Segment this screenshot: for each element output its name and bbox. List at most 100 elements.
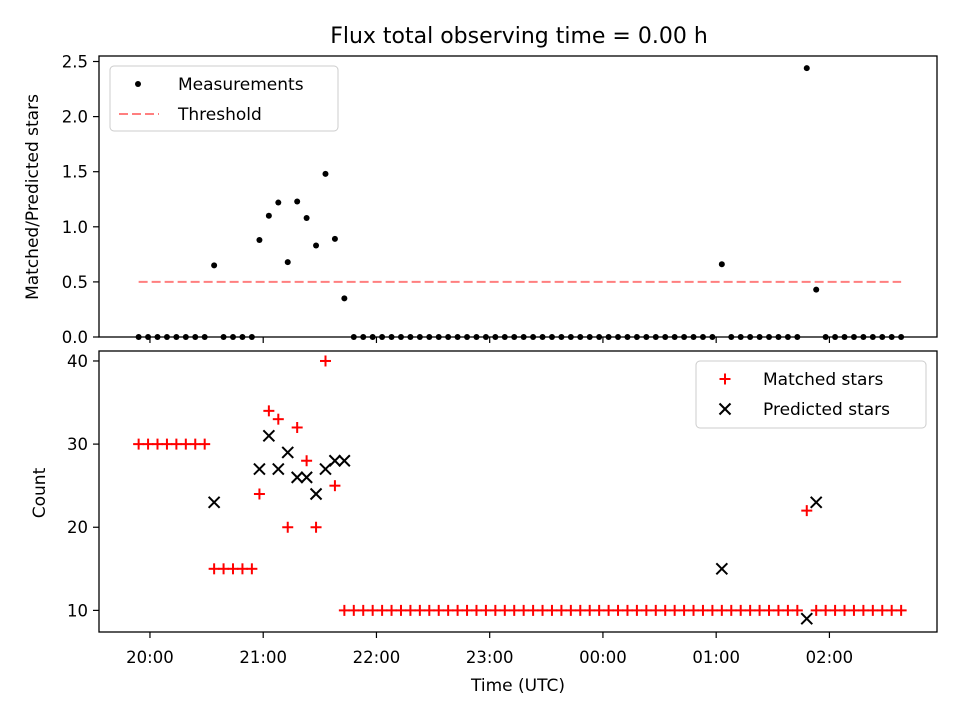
predicted-star-point bbox=[338, 454, 351, 467]
predicted-star-point-b bbox=[290, 471, 304, 484]
matched-star-point bbox=[839, 604, 851, 616]
legend-measurements-marker bbox=[135, 81, 141, 87]
predicted-star-point-b bbox=[207, 496, 221, 509]
legend-matched-label: Matched stars bbox=[763, 370, 883, 390]
matched-star-point bbox=[386, 604, 398, 616]
matched-star-point bbox=[142, 438, 154, 450]
matched-star-point bbox=[555, 604, 567, 616]
bottom-axes-frame bbox=[98, 350, 938, 633]
matched-star-point bbox=[376, 604, 388, 616]
measurement-point bbox=[294, 198, 301, 205]
x-tick-label: 20:00 bbox=[126, 648, 174, 667]
matched-star-point bbox=[395, 604, 407, 616]
x-tick-label: 22:00 bbox=[353, 648, 401, 667]
measurement-point bbox=[303, 214, 310, 221]
matched-star-point bbox=[735, 604, 747, 616]
matched-star-point bbox=[593, 604, 605, 616]
measurement-point bbox=[313, 242, 320, 249]
matched-star-point bbox=[246, 563, 258, 575]
predicted-star-point bbox=[262, 429, 276, 443]
predicted-star-point-b bbox=[262, 429, 276, 443]
matched-star-point bbox=[348, 604, 360, 616]
predicted-star-point-b bbox=[338, 454, 351, 467]
matched-star-point bbox=[133, 438, 145, 450]
matched-star-point bbox=[518, 604, 530, 616]
top-y-tick-label: 1.0 bbox=[62, 218, 88, 237]
matched-star-point bbox=[537, 604, 549, 616]
matched-star-point bbox=[291, 421, 303, 433]
predicted-star-point bbox=[715, 562, 729, 576]
predicted-star-point-b bbox=[253, 462, 266, 476]
matched-star-point bbox=[688, 604, 700, 616]
legend-predicted-label: Predicted stars bbox=[763, 400, 890, 420]
matched-star-point bbox=[574, 604, 586, 616]
bottom-legend: Matched stars Predicted stars bbox=[695, 360, 927, 429]
matched-star-point bbox=[442, 604, 454, 616]
matched-star-point bbox=[669, 604, 681, 616]
matched-star-point bbox=[716, 604, 728, 616]
top-y-axis-label: Matched/Predicted stars bbox=[23, 94, 43, 300]
matched-star-point bbox=[631, 604, 643, 616]
matched-star-point bbox=[357, 604, 369, 616]
matched-star-point bbox=[867, 604, 879, 616]
top-axis-ticks: 0.0 0.5 1.0 1.5 2.0 2.5 bbox=[62, 53, 831, 347]
measurement-point bbox=[322, 170, 329, 177]
measurement-point bbox=[331, 235, 338, 242]
bottom-legend-frame bbox=[695, 360, 927, 429]
matched-star-point bbox=[236, 563, 248, 575]
measurement-point bbox=[813, 286, 820, 293]
matched-star-point bbox=[829, 604, 841, 616]
measurement-point bbox=[341, 295, 348, 302]
matched-star-point bbox=[301, 455, 313, 467]
measurement-point bbox=[803, 65, 810, 72]
bottom-y-tick-label: 40 bbox=[67, 352, 88, 371]
matched-star-point bbox=[461, 604, 473, 616]
matched-star-point bbox=[152, 438, 164, 450]
matched-star-point bbox=[772, 604, 784, 616]
matched-star-point bbox=[189, 438, 201, 450]
matched-star-point bbox=[170, 438, 182, 450]
predicted-star-point bbox=[272, 462, 285, 476]
matched-star-point bbox=[895, 604, 907, 616]
measurement-point bbox=[284, 259, 291, 266]
predicted-star-point-b bbox=[281, 446, 294, 459]
bottom-plot-area bbox=[133, 355, 907, 625]
bottom-y-axis-label: Count bbox=[30, 467, 50, 518]
matched-star-point bbox=[678, 604, 690, 616]
matched-star-point bbox=[754, 604, 766, 616]
matched-star-point bbox=[791, 604, 803, 616]
matched-star-point bbox=[404, 604, 416, 616]
bottom-y-tick-label: 20 bbox=[67, 518, 88, 537]
matched-star-point bbox=[367, 604, 379, 616]
matched-star-point bbox=[208, 563, 220, 575]
matched-star-point bbox=[452, 604, 464, 616]
matched-star-point bbox=[508, 604, 520, 616]
matched-star-point bbox=[876, 604, 888, 616]
x-tick-label: 21:00 bbox=[239, 648, 287, 667]
predicted-star-point bbox=[290, 471, 304, 484]
matched-star-point bbox=[612, 604, 624, 616]
x-tick-label: 01:00 bbox=[692, 648, 740, 667]
x-axis-label: Time (UTC) bbox=[470, 676, 565, 696]
matched-star-point bbox=[725, 604, 737, 616]
predicted-star-point bbox=[253, 462, 266, 476]
predicted-star-point bbox=[207, 496, 221, 509]
legend-threshold-label: Threshold bbox=[177, 105, 262, 125]
matched-star-point bbox=[310, 521, 322, 533]
matched-star-point bbox=[319, 355, 331, 367]
predicted-star-point-b bbox=[715, 562, 729, 576]
matched-star-point bbox=[546, 604, 558, 616]
matched-star-point bbox=[603, 604, 615, 616]
measurement-point bbox=[275, 199, 282, 206]
predicted-star-point bbox=[300, 471, 313, 484]
bottom-panel: Count Time (UTC) 20:00 21:00 22:00 23:00 00:… bbox=[30, 350, 938, 696]
matched-star-point bbox=[640, 604, 652, 616]
predicted-star-point-b bbox=[800, 612, 813, 625]
legend-predicted-marker-b bbox=[718, 402, 732, 416]
matched-star-point bbox=[650, 604, 662, 616]
matched-star-point bbox=[810, 604, 822, 616]
top-y-tick-label: 1.5 bbox=[62, 163, 88, 182]
predicted-star-point bbox=[800, 612, 813, 625]
predicted-star-point bbox=[328, 454, 342, 467]
